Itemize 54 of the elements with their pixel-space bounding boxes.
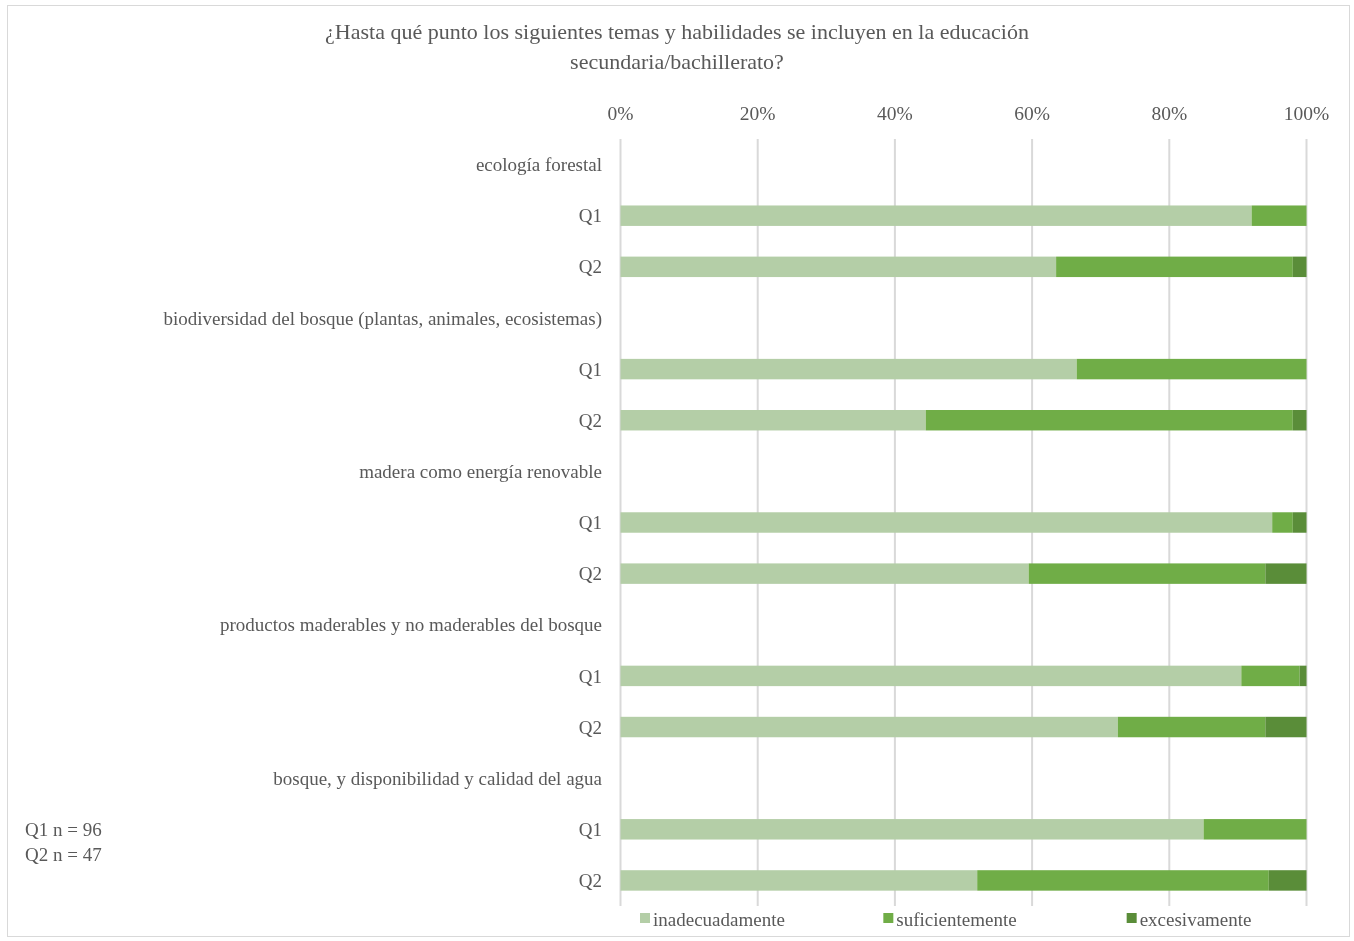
x-tick-label: 20%	[739, 103, 776, 124]
bar	[620, 665, 1242, 687]
bar	[1292, 512, 1307, 533]
bar	[977, 870, 1269, 891]
x-tick-label: 40%	[877, 103, 913, 124]
bar	[1076, 358, 1307, 380]
bar	[620, 358, 1077, 380]
bar	[620, 716, 1118, 738]
x-tick-label: 80%	[1151, 103, 1188, 124]
y-tick-label: madera como energía renovable	[359, 461, 602, 483]
y-tick-label: bosque, y disponibilidad y calidad del agua	[273, 767, 603, 789]
y-tick-label: Q2	[578, 716, 602, 738]
y-tick-label: Q1	[578, 512, 602, 534]
bar	[620, 563, 1029, 584]
text: Q2 n = 47	[25, 844, 102, 865]
text: Q1 n = 96	[25, 819, 102, 840]
bar	[1028, 563, 1266, 584]
x-tick-label: 100%	[1283, 103, 1330, 124]
legend-label: suficientemente	[896, 908, 1017, 930]
bar	[620, 410, 926, 431]
y-tick-label: Q1	[578, 665, 602, 687]
y-tick-label: Q1	[578, 358, 602, 380]
bar	[1272, 512, 1293, 533]
y-tick-label: ecología forestal	[475, 154, 602, 176]
bar	[620, 819, 1204, 840]
bar	[925, 410, 1293, 431]
bar	[620, 870, 978, 891]
y-tick-label: Q1	[578, 205, 602, 227]
bar	[620, 205, 1252, 226]
legend-label: inadecuadamente	[653, 908, 785, 930]
bar	[620, 256, 1057, 278]
bar	[1117, 716, 1266, 738]
x-tick-label: 60%	[1014, 103, 1050, 124]
bar	[1265, 563, 1307, 584]
y-tick-label: biodiversidad del bosque (plantas, animales, ecosistemas)	[163, 307, 602, 330]
y-tick-label: Q2	[578, 870, 602, 892]
y-tick-label: Q1	[578, 818, 602, 840]
bar	[1241, 665, 1300, 687]
bar	[1265, 716, 1307, 738]
bar	[1292, 410, 1307, 431]
bar	[1292, 256, 1307, 278]
legend-label: excesivamente	[1139, 908, 1252, 930]
y-tick-label: Q2	[578, 256, 602, 278]
bar	[620, 512, 1273, 533]
y-tick-label: Q2	[578, 409, 602, 431]
y-tick-label: Q2	[578, 563, 602, 585]
bar	[1299, 665, 1307, 687]
bar	[1056, 256, 1293, 278]
bar	[1251, 205, 1307, 226]
y-tick-label: productos maderables y no maderables del bosque	[220, 614, 602, 636]
bar	[1268, 870, 1307, 891]
x-tick-label: 0%	[607, 103, 634, 124]
bar	[1203, 819, 1307, 840]
chart-title: ¿Hasta qué punto los siguientes temas y habilidades se incluyen en la educación secundaria/bachillerato?	[325, 19, 1029, 74]
